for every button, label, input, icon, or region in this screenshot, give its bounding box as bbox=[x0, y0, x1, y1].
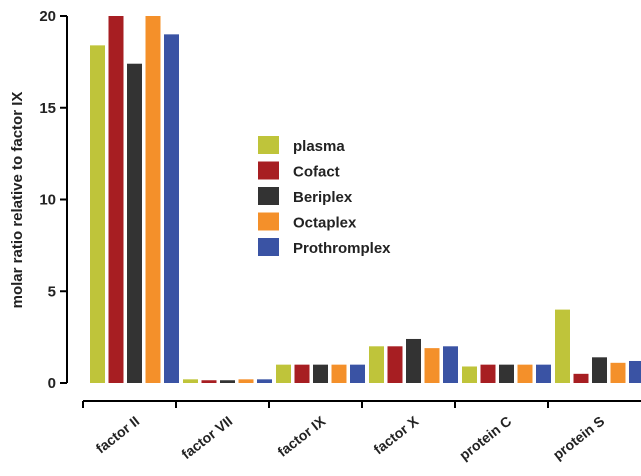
bar-beriplex-factor-X bbox=[406, 338, 421, 383]
x-tick-label: protein S bbox=[550, 413, 608, 463]
bar-cofact-factor-IX bbox=[294, 364, 310, 383]
legend-swatch bbox=[258, 212, 279, 231]
x-tick-label: factor IX bbox=[274, 412, 329, 460]
bar-prothromplex-factor-IX bbox=[350, 364, 365, 383]
bar-octaplex-factor-II bbox=[145, 16, 161, 383]
bar-beriplex-factor-IX bbox=[313, 364, 328, 383]
bar-cofact-factor-X bbox=[387, 346, 403, 383]
legend-label: Octaplex bbox=[293, 215, 357, 232]
y-tick-label: 10 bbox=[39, 192, 56, 209]
bar-prothromplex-protein-S bbox=[629, 360, 641, 383]
bar-cofact-protein-S bbox=[573, 373, 589, 383]
legend: plasma Cofact Beriplex Octaplex Prothromplex bbox=[258, 136, 391, 257]
bar-octaplex-factor-IX bbox=[331, 364, 347, 383]
legend-swatch bbox=[258, 238, 279, 256]
bar-prothromplex-factor-VII bbox=[257, 379, 272, 383]
bar-cofact-factor-VII bbox=[201, 380, 217, 383]
legend-label: plasma bbox=[293, 138, 345, 155]
bar-cofact-factor-II bbox=[108, 16, 124, 383]
y-tick-label: 15 bbox=[39, 100, 56, 117]
bar-cofact-protein-C bbox=[480, 364, 496, 383]
legend-swatch bbox=[258, 136, 279, 154]
y-tick-label: 20 bbox=[39, 8, 56, 25]
y-tick-label: 5 bbox=[48, 283, 56, 300]
legend-label: Prothromplex bbox=[293, 240, 391, 257]
bar-beriplex-factor-VII bbox=[220, 380, 235, 383]
bar-plasma-protein-C bbox=[462, 366, 477, 383]
x-tick-label: factor II bbox=[93, 413, 143, 457]
y-tick-label: 0 bbox=[48, 375, 56, 392]
bar-plasma-protein-S bbox=[555, 309, 570, 383]
bar-octaplex-protein-S bbox=[610, 362, 626, 383]
plot-area: 0 5 10 15 20 factor II factor VII factor IX fact… bbox=[39, 8, 641, 463]
bar-plasma-factor-VII bbox=[183, 379, 198, 383]
bar-beriplex-protein-S bbox=[592, 357, 607, 383]
legend-swatch bbox=[258, 161, 279, 180]
bar-plasma-factor-X bbox=[369, 346, 384, 383]
bar-plasma-factor-II bbox=[90, 45, 105, 384]
legend-swatch bbox=[258, 187, 279, 205]
bar-octaplex-factor-VII bbox=[238, 379, 254, 383]
legend-label: Cofact bbox=[293, 164, 340, 181]
bar-beriplex-factor-II bbox=[127, 63, 142, 384]
bar-prothromplex-protein-C bbox=[536, 364, 551, 383]
bar-prothromplex-factor-X bbox=[443, 346, 458, 383]
bar-octaplex-protein-C bbox=[517, 364, 533, 383]
bar-beriplex-protein-C bbox=[499, 364, 514, 383]
bar-plasma-factor-IX bbox=[276, 364, 291, 383]
x-tick-label: protein C bbox=[456, 413, 514, 463]
bar-octaplex-factor-X bbox=[424, 348, 440, 383]
x-tick-label: factor X bbox=[370, 412, 421, 457]
x-tick-label: factor VII bbox=[178, 413, 235, 462]
bar-prothromplex-factor-II bbox=[164, 34, 179, 383]
legend-label: Beriplex bbox=[293, 189, 353, 206]
y-axis-title: molar ratio relative to factor IX bbox=[9, 92, 26, 309]
